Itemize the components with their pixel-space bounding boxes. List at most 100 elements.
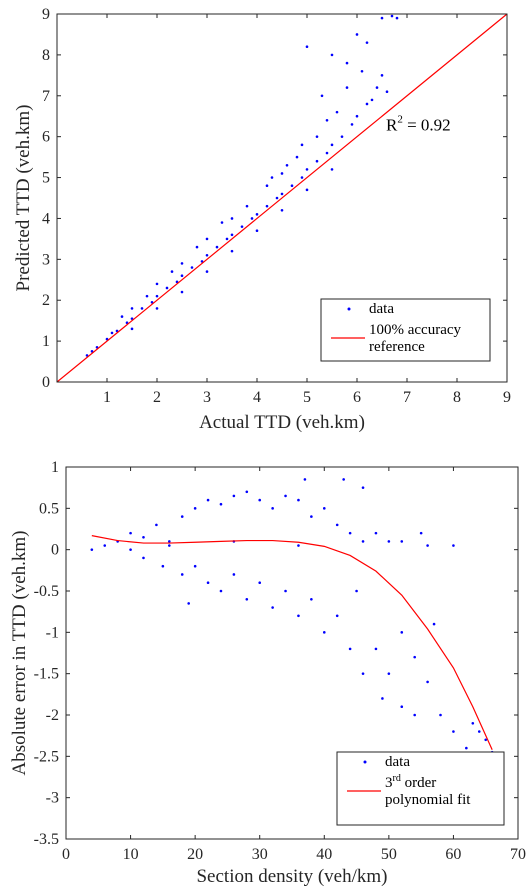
c1-data-point-1 — [103, 544, 107, 547]
c1-y-tick-label-5: -1 — [46, 624, 59, 641]
c1-data-point-8 — [161, 564, 165, 568]
c0-data-point-44 — [295, 155, 299, 159]
c0-data-point-64 — [335, 110, 339, 114]
c1-data-point-7 — [155, 523, 158, 527]
c1-data-point-55 — [432, 622, 436, 626]
c0-legend-label-1-0: 100% accuracy — [369, 322, 462, 338]
c0-data-point-8 — [155, 294, 159, 298]
c1-data-point-11 — [180, 573, 184, 576]
c1-data-point-18 — [219, 589, 223, 593]
c0-data-point-55 — [280, 208, 284, 212]
c0-data-point-45 — [280, 172, 284, 175]
c0-data-point-69 — [270, 176, 274, 179]
c1-data-point-44 — [374, 531, 378, 535]
c0-data-point-29 — [330, 143, 334, 147]
c0-data-point-62 — [285, 163, 289, 167]
c1-data-point-39 — [348, 531, 352, 535]
c0-data-point-58 — [180, 290, 184, 294]
c0-data-point-59 — [155, 307, 159, 310]
c1-data-point-49 — [400, 631, 404, 634]
c0-data-point-33 — [365, 102, 369, 106]
c0-data-point-22 — [275, 196, 279, 200]
c1-data-point-51 — [413, 655, 416, 659]
c0-x-tick-label-1: 2 — [153, 389, 161, 406]
c0-data-point-47 — [230, 217, 234, 220]
c1-data-point-15 — [206, 498, 210, 502]
c1-y-tick-label-3: -2 — [46, 707, 59, 724]
c0-data-point-48 — [205, 237, 209, 241]
c1-data-point-21 — [245, 490, 249, 494]
c0-legend-marker-0 — [347, 307, 351, 311]
c1-data-point-64 — [168, 544, 171, 547]
c1-data-point-26 — [271, 606, 274, 609]
c0-data-point-72 — [170, 270, 174, 273]
c0-data-point-77 — [370, 98, 374, 102]
c1-data-point-60 — [471, 721, 475, 725]
c0-data-point-31 — [350, 123, 354, 126]
top-y-ticks: 0 1 2 3 4 5 6 7 8 9 — [42, 6, 507, 391]
c1-y-tick-label-4: -1.5 — [34, 666, 59, 683]
c0-x-tick-label-4: 5 — [303, 389, 311, 406]
top-r-squared-annotation: R2 = 0.92 — [386, 113, 451, 134]
c1-y-tick-label-8: 0.5 — [39, 500, 59, 517]
c1-data-point-16 — [206, 581, 210, 585]
c1-data-point-25 — [271, 507, 274, 510]
c0-y-tick-label-6: 6 — [42, 129, 50, 146]
c0-data-point-46 — [245, 204, 249, 208]
c0-data-point-5 — [130, 317, 134, 320]
c0-data-point-7 — [150, 300, 154, 304]
c0-data-point-15 — [215, 245, 219, 249]
c1-x-tick-label-5: 50 — [381, 846, 397, 863]
c1-data-point-0 — [90, 548, 94, 551]
c1-data-point-27 — [284, 494, 287, 498]
c0-data-point-14 — [205, 253, 209, 257]
c0-data-point-0 — [85, 354, 89, 357]
c0-data-point-4 — [125, 321, 129, 325]
c0-data-point-63 — [315, 135, 319, 138]
c0-legend-label-0-0: data — [369, 301, 394, 317]
c0-data-point-70 — [220, 221, 224, 224]
c0-data-point-65 — [345, 86, 349, 89]
chart-bottom: 0 10 20 30 40 50 60 70 -3.5-3-2.5-2-1.5-1-0.500… — [9, 459, 526, 887]
c0-data-point-53 — [230, 249, 234, 253]
c0-y-tick-label-1: 1 — [42, 333, 50, 350]
c0-data-point-41 — [380, 16, 384, 20]
c0-data-point-17 — [230, 233, 234, 237]
c0-x-tick-label-5: 6 — [353, 389, 361, 406]
bottom-plot-group — [90, 478, 494, 754]
c0-series-line-1 — [56, 13, 508, 383]
c0-legend-label-1-1: reference — [369, 339, 425, 355]
c0-data-point-38 — [345, 61, 349, 65]
bottom-y-axis-label: Absolute error in TTD (veh.km) — [9, 530, 30, 775]
c1-data-point-19 — [232, 494, 236, 498]
c0-y-tick-label-3: 3 — [42, 251, 50, 268]
c1-data-point-48 — [387, 672, 391, 675]
c1-data-point-23 — [258, 498, 262, 502]
c1-x-tick-label-7: 70 — [510, 846, 526, 863]
c1-data-point-40 — [348, 647, 352, 651]
c1-data-point-62 — [484, 738, 488, 742]
c1-y-tick-label-0: -3.5 — [34, 831, 59, 848]
c1-data-point-33 — [310, 597, 313, 601]
c0-data-point-28 — [325, 151, 329, 155]
c0-data-point-16 — [225, 237, 229, 241]
c0-data-point-27 — [315, 159, 319, 163]
c0-data-point-73 — [145, 294, 149, 298]
c1-legend-marker-0 — [363, 760, 367, 764]
c1-data-point-17 — [219, 502, 223, 506]
c1-x-tick-label-2: 20 — [187, 846, 203, 863]
c1-data-point-67 — [361, 540, 365, 543]
c0-data-point-19 — [250, 217, 254, 220]
c0-y-tick-label-8: 8 — [42, 47, 50, 64]
c1-x-tick-label-1: 10 — [123, 846, 139, 863]
c1-data-point-46 — [381, 697, 384, 700]
c0-data-point-51 — [130, 307, 134, 310]
c0-data-point-54 — [255, 229, 259, 233]
c0-data-point-30 — [340, 135, 344, 138]
c1-legend-label-1-0: 3rd order — [385, 773, 436, 791]
c0-data-point-78 — [385, 90, 389, 93]
c1-data-point-57 — [452, 730, 455, 733]
c1-data-point-10 — [180, 515, 184, 518]
